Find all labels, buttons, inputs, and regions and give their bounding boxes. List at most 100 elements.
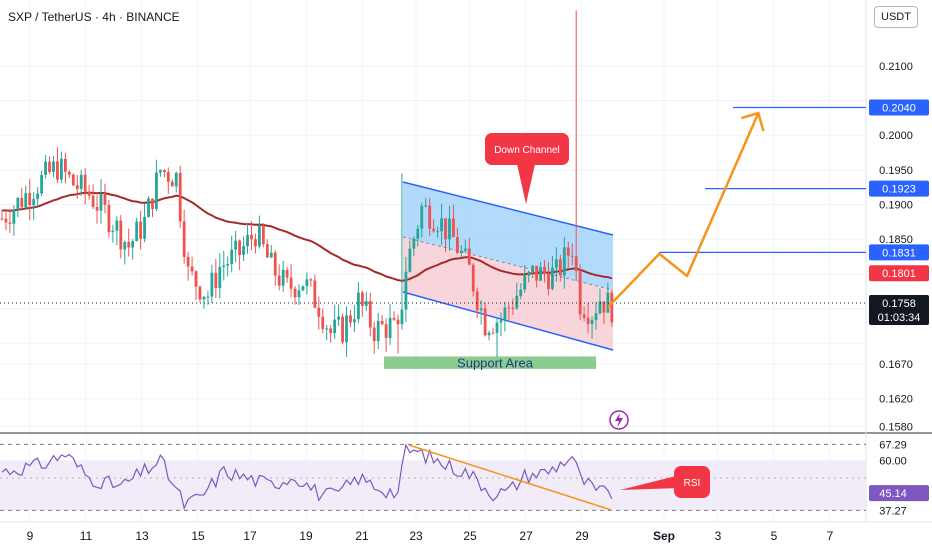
candle-body[interactable] — [238, 240, 241, 255]
candle-body[interactable] — [495, 322, 499, 333]
candle-body[interactable] — [4, 218, 8, 223]
candle-body[interactable] — [95, 206, 99, 211]
candle-body[interactable] — [143, 216, 146, 239]
candle-body[interactable] — [32, 199, 36, 206]
price-label-badge[interactable] — [869, 295, 929, 326]
candle-body[interactable] — [28, 193, 32, 206]
candle-body[interactable] — [543, 266, 546, 274]
candle-body[interactable] — [610, 292, 614, 323]
candle-body[interactable] — [511, 307, 515, 309]
candle-body[interactable] — [404, 271, 408, 310]
candle-body[interactable] — [147, 198, 150, 217]
candle-body[interactable] — [396, 319, 400, 325]
candle-body[interactable] — [380, 320, 384, 325]
rsi-pane[interactable]: RSI — [0, 443, 866, 511]
candle-body[interactable] — [345, 315, 348, 343]
candle-body[interactable] — [487, 332, 491, 336]
candle-body[interactable] — [218, 267, 222, 289]
candle-body[interactable] — [456, 237, 459, 253]
candle-body[interactable] — [293, 288, 297, 298]
candle-body[interactable] — [119, 220, 123, 250]
candle-body[interactable] — [471, 264, 475, 292]
candle-body[interactable] — [24, 193, 28, 208]
candle-body[interactable] — [539, 266, 542, 281]
candle-body[interactable] — [56, 161, 59, 180]
candle-body[interactable] — [107, 204, 111, 233]
candle-body[interactable] — [337, 316, 340, 320]
candle-body[interactable] — [582, 314, 586, 318]
candle-body[interactable] — [408, 248, 412, 272]
candle-body[interactable] — [254, 239, 257, 247]
candle-body[interactable] — [388, 317, 392, 338]
price-label-badge[interactable] — [869, 265, 929, 282]
candle-body[interactable] — [400, 309, 404, 325]
candle-body[interactable] — [570, 255, 574, 257]
candle-body[interactable] — [551, 267, 554, 289]
candle-body[interactable] — [574, 256, 578, 272]
candle-body[interactable] — [463, 248, 467, 251]
candle-body[interactable] — [222, 265, 226, 268]
candle-body[interactable] — [155, 172, 158, 209]
candle-body[interactable] — [515, 295, 519, 309]
candle-body[interactable] — [325, 328, 329, 330]
candle-body[interactable] — [87, 191, 91, 196]
candle-body[interactable] — [226, 264, 230, 266]
candle-body[interactable] — [566, 247, 570, 256]
candle-body[interactable] — [258, 225, 261, 247]
candle-body[interactable] — [297, 290, 301, 298]
candle-body[interactable] — [67, 171, 71, 175]
candle-body[interactable] — [151, 198, 154, 209]
candle-body[interactable] — [440, 218, 443, 232]
candle-body[interactable] — [483, 308, 487, 336]
candle-body[interactable] — [424, 205, 428, 207]
candle-body[interactable] — [384, 324, 388, 338]
candle-body[interactable] — [547, 273, 550, 289]
candle-body[interactable] — [60, 158, 63, 180]
candle-body[interactable] — [523, 275, 527, 290]
candle-body[interactable] — [428, 205, 432, 229]
candle-body[interactable] — [8, 222, 12, 224]
rsi-value-badge[interactable] — [869, 485, 929, 502]
candle-body[interactable] — [305, 279, 309, 287]
candle-body[interactable] — [83, 174, 87, 192]
candle-body[interactable] — [562, 247, 566, 276]
candle-body[interactable] — [261, 225, 265, 245]
candle-body[interactable] — [166, 171, 170, 182]
candle-body[interactable] — [333, 319, 337, 334]
candle-body[interactable] — [317, 307, 321, 317]
candle-body[interactable] — [79, 174, 83, 190]
candle-body[interactable] — [598, 301, 602, 314]
candle-body[interactable] — [277, 275, 281, 286]
candle-body[interactable] — [590, 319, 594, 325]
currency-button[interactable]: USDT — [874, 6, 918, 28]
candle-body[interactable] — [606, 292, 610, 313]
candle-body[interactable] — [364, 301, 368, 306]
candle-body[interactable] — [368, 301, 372, 328]
candle-body[interactable] — [531, 265, 535, 272]
candle-body[interactable] — [491, 332, 495, 334]
candle-body[interactable] — [412, 238, 416, 249]
candle-body[interactable] — [202, 296, 206, 300]
candle-body[interactable] — [135, 221, 139, 242]
candle-body[interactable] — [535, 265, 538, 281]
candle-body[interactable] — [71, 174, 75, 186]
candle-body[interactable] — [353, 319, 356, 323]
candle-body[interactable] — [246, 234, 249, 247]
candle-body[interactable] — [527, 271, 531, 276]
price-label-badge[interactable] — [869, 99, 929, 116]
candle-body[interactable] — [190, 266, 194, 272]
candle-body[interactable] — [16, 197, 20, 210]
candle-body[interactable] — [210, 272, 214, 297]
candle-body[interactable] — [555, 259, 558, 268]
candle-body[interactable] — [103, 193, 107, 205]
candle-body[interactable] — [452, 218, 455, 238]
candle-body[interactable] — [234, 240, 238, 250]
candle-body[interactable] — [321, 316, 325, 330]
candle-body[interactable] — [578, 271, 582, 315]
candle-body[interactable] — [416, 228, 420, 239]
candle-body[interactable] — [372, 327, 376, 342]
candle-body[interactable] — [436, 231, 439, 233]
candle-body[interactable] — [301, 286, 305, 291]
